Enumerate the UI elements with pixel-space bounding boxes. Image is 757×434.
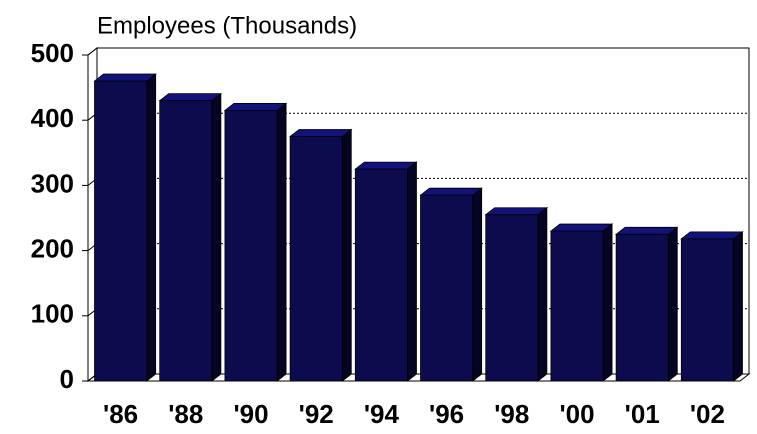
bar-front [289, 136, 343, 382]
bar-side [733, 231, 743, 382]
bar-front [224, 110, 278, 382]
bar-front [550, 230, 604, 382]
y-tick-label: 100 [31, 299, 74, 329]
x-tick-label: '94 [364, 399, 400, 429]
y-tick-label: 200 [31, 233, 74, 263]
x-tick-label: '92 [299, 399, 334, 429]
y-tick-label: 300 [31, 168, 74, 198]
y-tick-label: 400 [31, 103, 74, 133]
bar-top [549, 223, 614, 232]
x-tick-label: '86 [103, 399, 138, 429]
bar [549, 223, 614, 382]
bar-top [223, 103, 288, 111]
y-tick-label: 0 [60, 364, 74, 394]
bar-front [94, 80, 148, 382]
bar-side [341, 128, 352, 382]
bar-side [537, 206, 548, 382]
bar [484, 206, 549, 382]
bar [354, 161, 418, 382]
bar-top [158, 93, 223, 102]
x-tick-label: '88 [168, 399, 203, 429]
bar [223, 102, 288, 382]
x-tick-label: '00 [559, 399, 594, 429]
bar-side [146, 73, 157, 382]
bar-front [485, 214, 539, 382]
x-tick-label: '90 [233, 399, 268, 429]
bar-side [602, 223, 613, 382]
bar [158, 92, 223, 382]
bar-side [667, 226, 678, 382]
bar-front [420, 194, 474, 382]
bar-side [472, 187, 483, 382]
bar-front [680, 238, 734, 382]
bar-front [159, 100, 213, 382]
x-tick-label: '98 [494, 399, 529, 429]
bar-top [484, 207, 549, 216]
bar-front [354, 168, 408, 382]
bar-top [93, 73, 157, 82]
chart-title: Employees (Thousands) [97, 12, 357, 39]
bar-side [211, 92, 222, 382]
bar-top [354, 161, 418, 170]
grid-line [87, 47, 98, 56]
y-tick-label: 500 [31, 38, 74, 68]
bar [288, 128, 353, 382]
x-tick-label: '96 [429, 399, 464, 429]
bar-side [276, 102, 287, 382]
bar-top [419, 187, 483, 196]
bar [680, 231, 744, 382]
x-tick-label: '02 [690, 399, 725, 429]
bar-side [407, 161, 417, 382]
bar-front [615, 233, 669, 382]
x-tick-label: '01 [625, 399, 660, 429]
bar-top [288, 129, 353, 137]
bar-top [614, 226, 679, 235]
bar [419, 187, 483, 382]
bar [93, 73, 157, 382]
bar-top [680, 231, 744, 240]
bar [614, 226, 679, 382]
